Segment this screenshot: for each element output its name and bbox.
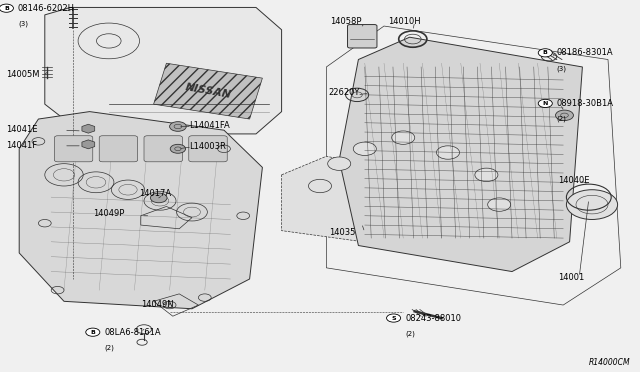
Text: S: S [391,315,396,321]
Circle shape [150,193,167,203]
Text: B: B [90,330,95,335]
Text: B: B [4,6,9,11]
Circle shape [436,146,460,159]
Text: (2): (2) [104,344,114,351]
Text: 14010H: 14010H [388,17,421,26]
Circle shape [308,179,332,193]
Text: (3): (3) [557,65,567,72]
Circle shape [170,144,186,153]
Text: (2): (2) [557,116,566,122]
Circle shape [170,122,186,131]
Circle shape [387,314,401,322]
Polygon shape [45,7,282,134]
Circle shape [328,157,351,170]
Text: 14041E: 14041E [6,125,38,134]
Text: 14049P: 14049P [93,209,124,218]
Text: B: B [543,50,548,55]
Circle shape [556,110,573,121]
Text: (3): (3) [18,20,28,27]
Polygon shape [339,37,582,272]
Text: 08186-8301A: 08186-8301A [557,48,613,57]
Polygon shape [282,156,525,260]
Text: 14049N: 14049N [141,300,173,309]
FancyBboxPatch shape [144,136,182,162]
Polygon shape [154,63,262,119]
Text: 08146-6202H: 08146-6202H [18,4,75,13]
Text: 08LA6-8161A: 08LA6-8161A [104,328,161,337]
Text: 14058P: 14058P [330,17,361,26]
Text: 14005M: 14005M [6,70,40,79]
Text: 14041F: 14041F [6,141,38,150]
Text: 14040E: 14040E [558,176,589,185]
Text: N: N [543,101,548,106]
Circle shape [86,328,100,336]
FancyBboxPatch shape [54,136,93,162]
Polygon shape [82,140,95,149]
Circle shape [538,99,552,108]
Text: NISSAN: NISSAN [184,82,232,100]
Circle shape [475,168,498,182]
FancyBboxPatch shape [348,25,377,48]
Text: 14035: 14035 [329,228,355,237]
Text: 22620Y: 22620Y [328,88,360,97]
FancyBboxPatch shape [189,136,227,162]
Circle shape [353,142,376,155]
Polygon shape [19,112,262,309]
Text: 14001: 14001 [558,273,584,282]
Circle shape [392,131,415,144]
Text: L14003R: L14003R [189,142,226,151]
Text: 08918-30B1A: 08918-30B1A [557,99,614,108]
Circle shape [488,198,511,211]
Text: R14000CM: R14000CM [589,358,630,367]
Text: 14017A: 14017A [140,189,172,198]
Circle shape [538,49,552,57]
Text: L14041FA: L14041FA [189,121,230,130]
Circle shape [0,4,13,12]
FancyBboxPatch shape [99,136,138,162]
Polygon shape [82,124,95,133]
Text: (2): (2) [405,330,415,337]
Circle shape [566,190,618,219]
Text: 08243-88010: 08243-88010 [405,314,461,323]
